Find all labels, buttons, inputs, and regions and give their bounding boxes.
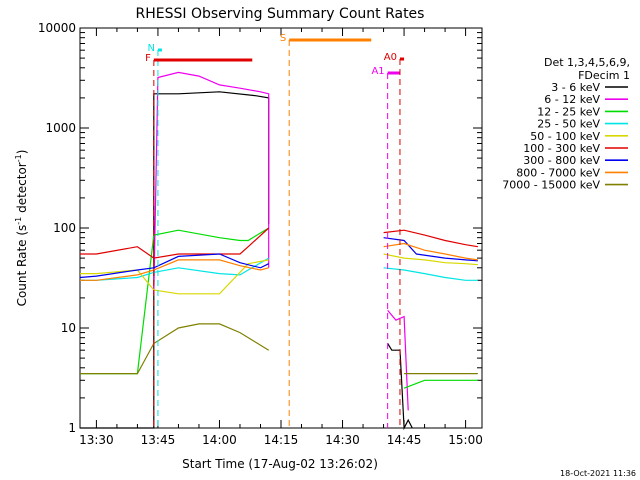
series-layer xyxy=(79,71,478,431)
x-tick-label: 13:30 xyxy=(79,433,114,447)
legend-label: 25 - 50 keV xyxy=(537,118,600,131)
y-tick-label: 100 xyxy=(53,221,76,235)
x-axis: 13:30 13:45 14:00 14:15 14:30 14:45 15:00 xyxy=(79,28,483,447)
series-line xyxy=(383,229,478,248)
series-line xyxy=(80,227,270,259)
y-tick-label: 10 xyxy=(61,321,76,335)
legend-label: 50 - 100 keV xyxy=(530,130,600,143)
y-tick-label: 10000 xyxy=(38,21,76,35)
y-label-part3: ) xyxy=(15,150,29,155)
footer-date: 18-Oct-2021 11:36 xyxy=(560,469,636,478)
series-line xyxy=(387,310,409,411)
legend-label: 800 - 7000 keV xyxy=(516,166,600,179)
series-line xyxy=(80,257,270,281)
x-tick-label: 14:15 xyxy=(264,433,299,447)
legend-label: 3 - 6 keV xyxy=(551,81,600,94)
series-line xyxy=(80,259,269,295)
y-label-sup1: -1 xyxy=(14,217,23,225)
series-line xyxy=(403,379,478,389)
x-tick-label: 14:00 xyxy=(202,433,237,447)
series-line xyxy=(80,323,270,375)
series-line xyxy=(80,259,269,281)
y-label-part1: Count Rate (s xyxy=(15,225,29,307)
legend-label: 100 - 300 keV xyxy=(523,142,600,155)
series-line xyxy=(153,71,270,294)
series-line xyxy=(79,253,269,279)
x-tick-label: 13:45 xyxy=(141,433,176,447)
series-line xyxy=(387,343,413,431)
flag-label: A1 xyxy=(371,66,384,77)
chart-title: RHESSI Observing Summary Count Rates xyxy=(136,6,425,22)
y-axis-label: Count Rate (s-1 detector-1) xyxy=(14,150,29,307)
series-line xyxy=(80,227,270,375)
x-axis-label: Start Time (17-Aug-02 13:26:02) xyxy=(182,457,378,471)
x-tick-label: 14:45 xyxy=(387,433,422,447)
y-tick-label: 1 xyxy=(68,421,76,435)
series-line xyxy=(383,253,478,266)
flag-label: A0 xyxy=(384,52,397,63)
series-line xyxy=(383,242,478,261)
x-tick-label: 15:00 xyxy=(448,433,483,447)
y-label-sup2: -1 xyxy=(14,154,23,162)
flag-label: S xyxy=(280,33,286,44)
series-line xyxy=(80,91,270,429)
legend-header-1: Det 1,3,4,5,6,9, xyxy=(544,56,630,69)
legend-label: 6 - 12 keV xyxy=(544,93,600,106)
legend-label: 7000 - 15000 keV xyxy=(502,179,600,192)
y-tick-label: 1000 xyxy=(45,121,76,135)
x-tick-label: 14:30 xyxy=(325,433,360,447)
legend-label: 300 - 800 keV xyxy=(523,154,600,167)
y-label-part2: detector xyxy=(15,162,29,217)
series-line xyxy=(383,267,478,281)
flag-label: N xyxy=(147,43,154,54)
legend-label: 12 - 25 keV xyxy=(537,105,600,118)
series-line xyxy=(383,237,478,262)
legend-header-2: FDecim 1 xyxy=(578,69,630,82)
y-axis: 1 10 100 1000 10000 xyxy=(38,21,482,435)
flag-label: F xyxy=(145,53,151,64)
